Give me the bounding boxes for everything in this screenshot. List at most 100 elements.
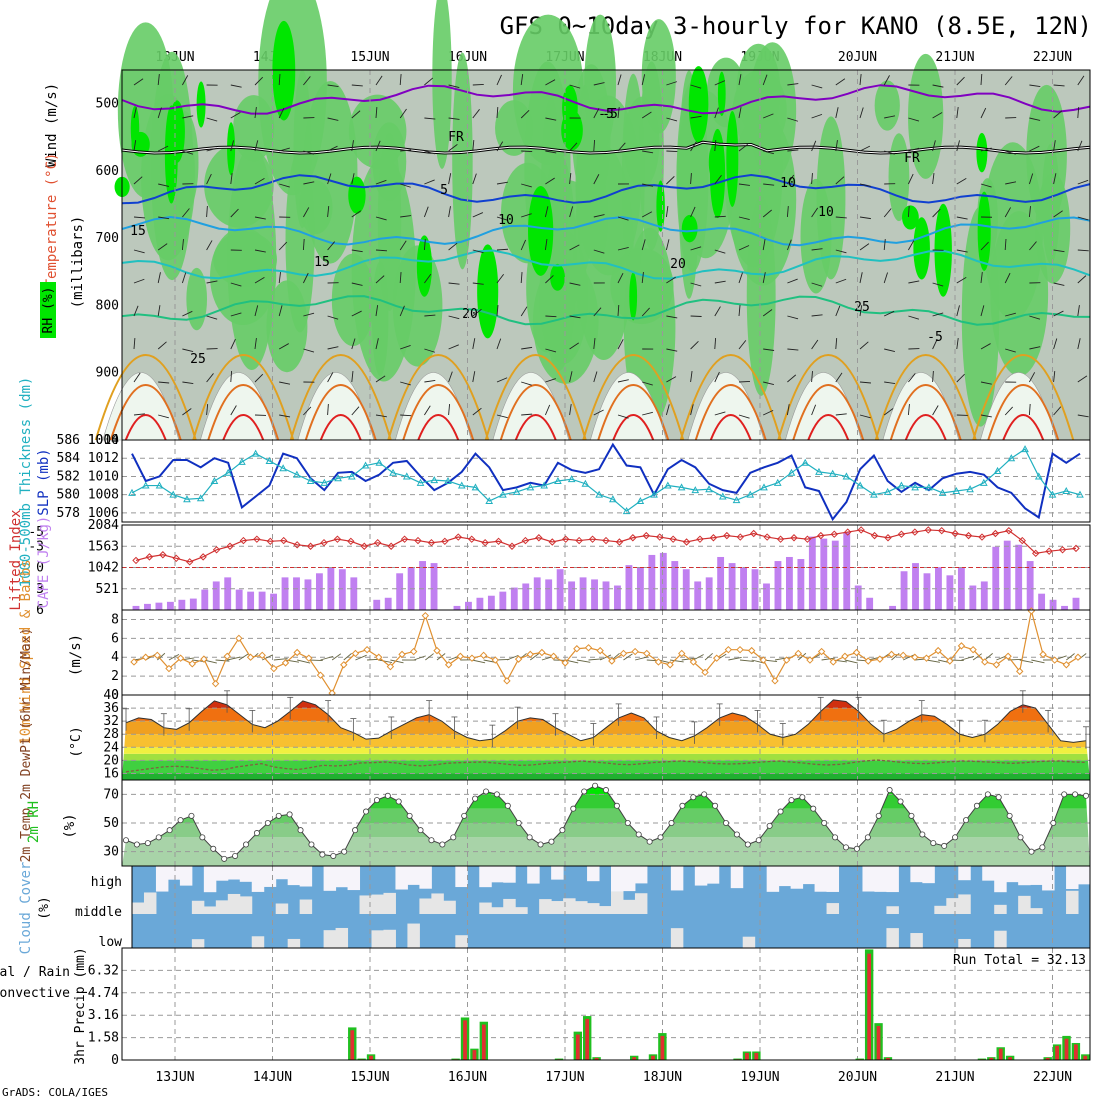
cape-bar xyxy=(511,588,518,610)
temp-tick-label: 40 xyxy=(103,688,119,703)
cloud-high-cell xyxy=(1078,866,1090,884)
temp-tick-label: 28 xyxy=(103,727,119,742)
rh-point xyxy=(483,789,488,794)
wind-tick-label: 4 xyxy=(111,650,119,665)
rh-tick-label: 50 xyxy=(103,816,119,831)
rh-point xyxy=(789,797,794,802)
panel-background xyxy=(122,948,1090,1060)
cloud-high-cell xyxy=(827,866,839,892)
precip-convective-bar xyxy=(877,1026,881,1060)
pressure-tick-label: 800 xyxy=(96,298,119,313)
cape-bar xyxy=(282,577,289,610)
temp-tick-label: 20 xyxy=(103,753,119,768)
cloud-middle-cell xyxy=(419,898,431,914)
contour-label: 5 xyxy=(440,183,448,198)
thickness-tick-label: 586 xyxy=(57,433,80,448)
thickness-tick-label: 580 xyxy=(57,488,80,503)
thickness-tick-label: 582 xyxy=(57,469,80,484)
cloud-middle-cell xyxy=(515,907,527,914)
rh-point xyxy=(734,832,739,837)
cape-bar xyxy=(946,575,953,610)
cape-bar xyxy=(224,577,231,610)
cape-tick-label: 1042 xyxy=(88,561,119,576)
rh-point xyxy=(363,809,368,814)
cloud-high-cell xyxy=(815,866,827,892)
rh-point xyxy=(571,806,576,811)
rh-point xyxy=(396,799,401,804)
cape-bar xyxy=(1050,600,1057,610)
precip-tick-label: 0 xyxy=(111,1053,119,1068)
cloud-middle-cell xyxy=(132,903,144,914)
precip-convective-bar xyxy=(482,1025,486,1060)
cape-bar xyxy=(752,569,759,610)
rh-point xyxy=(418,828,423,833)
cape-bar xyxy=(660,553,667,610)
cape-bar xyxy=(1027,561,1034,610)
cloud-high-cell xyxy=(695,866,707,886)
contour-label: 10 xyxy=(780,176,796,191)
rh-point xyxy=(407,813,412,818)
cape-bar xyxy=(522,583,529,610)
rh-point xyxy=(1018,835,1023,840)
rh-region xyxy=(624,97,659,189)
cloud-high-cell xyxy=(1066,866,1078,889)
rh-point xyxy=(1072,792,1077,797)
cape-bar xyxy=(1073,598,1080,610)
cloud-middle-cell xyxy=(886,906,898,914)
precip-convective-bar xyxy=(1055,1046,1059,1060)
rh-region xyxy=(875,80,900,130)
rh-tick-label: 70 xyxy=(103,787,119,802)
rh-point xyxy=(898,799,903,804)
cloud-middle-cell xyxy=(228,894,240,914)
contour-label: 25 xyxy=(190,352,206,367)
cape-bar xyxy=(167,602,174,610)
precip-convective-bar xyxy=(473,1050,477,1060)
rh-point xyxy=(374,797,379,802)
cloud-low-cell xyxy=(372,930,384,948)
cape-bar xyxy=(373,600,380,610)
cloud-middle-cell xyxy=(372,895,384,914)
rh-point xyxy=(952,835,957,840)
cloud-middle-cell xyxy=(623,900,635,914)
cape-bar xyxy=(488,596,495,610)
cloud-middle-cell xyxy=(491,907,503,914)
cape-axis-label: CAPE (J/kg) xyxy=(36,516,52,609)
rh-point xyxy=(963,818,968,823)
cloud-low-cell xyxy=(336,928,348,948)
precip-tick-label: 6.32 xyxy=(88,963,119,978)
rh-point xyxy=(854,846,859,851)
cloud-high-cell xyxy=(264,866,276,887)
cloud-high-cell xyxy=(503,866,515,883)
precip-convective-bar xyxy=(369,1056,373,1060)
cloud-low-cell xyxy=(383,930,395,948)
contour-label: 25 xyxy=(854,300,870,315)
slp-tick-label: 1012 xyxy=(88,451,119,466)
precip-axis-label: 3hr Precip (mm) xyxy=(73,947,88,1064)
rh-point xyxy=(702,792,707,797)
rh-point xyxy=(549,839,554,844)
rh-point xyxy=(876,813,881,818)
contour-label: 15 xyxy=(314,255,330,270)
cloud-middle-cell xyxy=(994,905,1006,914)
cloud-middle-cell xyxy=(216,900,228,914)
cape-bar xyxy=(1015,545,1022,610)
rh-region-high xyxy=(656,181,664,232)
cloud-high-cell xyxy=(204,866,216,892)
precip-convective-bar xyxy=(585,1019,589,1060)
rh-point xyxy=(385,793,390,798)
cloud-middle-cell xyxy=(503,899,515,914)
rh-region-high xyxy=(561,110,583,150)
precip-convective-bar xyxy=(867,954,871,1060)
thickness-tick-label: 578 xyxy=(57,506,80,521)
cloud-high-cell xyxy=(767,866,779,892)
cape-bar xyxy=(706,577,713,610)
cloud-high-cell xyxy=(276,866,288,879)
slp-tick-label: 1014 xyxy=(88,433,119,448)
rh-point xyxy=(1040,845,1045,850)
cloud-high-cell xyxy=(551,866,563,880)
rh-point xyxy=(320,852,325,857)
contour-label: 10 xyxy=(498,213,514,228)
